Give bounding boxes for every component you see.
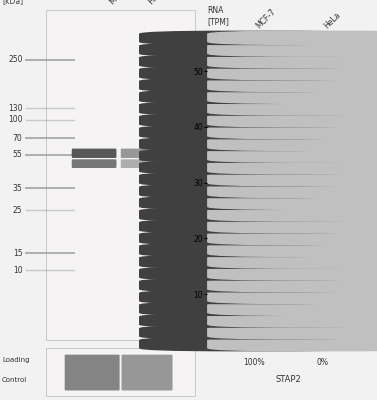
FancyBboxPatch shape <box>207 125 377 139</box>
FancyBboxPatch shape <box>207 219 377 234</box>
FancyBboxPatch shape <box>139 325 370 340</box>
FancyBboxPatch shape <box>46 10 195 340</box>
FancyBboxPatch shape <box>207 66 377 80</box>
FancyBboxPatch shape <box>207 54 377 69</box>
FancyBboxPatch shape <box>207 313 377 328</box>
FancyBboxPatch shape <box>139 207 370 222</box>
FancyBboxPatch shape <box>139 42 370 57</box>
FancyBboxPatch shape <box>207 196 377 210</box>
FancyBboxPatch shape <box>207 207 377 222</box>
FancyBboxPatch shape <box>65 355 120 390</box>
FancyBboxPatch shape <box>207 278 377 292</box>
FancyBboxPatch shape <box>139 290 370 304</box>
Text: 250: 250 <box>8 55 23 64</box>
FancyBboxPatch shape <box>139 113 370 128</box>
FancyBboxPatch shape <box>139 101 370 116</box>
Text: HeLa: HeLa <box>146 0 167 6</box>
FancyBboxPatch shape <box>139 66 370 80</box>
FancyBboxPatch shape <box>207 302 377 316</box>
FancyBboxPatch shape <box>72 159 116 168</box>
FancyBboxPatch shape <box>207 78 377 92</box>
Text: HeLa: HeLa <box>322 10 343 30</box>
Text: 35: 35 <box>13 184 23 193</box>
FancyBboxPatch shape <box>207 337 377 351</box>
FancyBboxPatch shape <box>139 172 370 186</box>
FancyBboxPatch shape <box>207 254 377 269</box>
Text: 130: 130 <box>8 104 23 113</box>
FancyBboxPatch shape <box>139 231 370 245</box>
FancyBboxPatch shape <box>207 148 377 163</box>
Text: High: High <box>85 350 103 359</box>
Text: 25: 25 <box>13 206 23 214</box>
FancyBboxPatch shape <box>207 325 377 340</box>
FancyBboxPatch shape <box>139 78 370 92</box>
Text: 10: 10 <box>13 266 23 275</box>
FancyBboxPatch shape <box>139 137 370 151</box>
Text: Low: Low <box>134 350 149 359</box>
FancyBboxPatch shape <box>139 302 370 316</box>
Text: 0%: 0% <box>316 358 328 367</box>
FancyBboxPatch shape <box>207 160 377 175</box>
FancyBboxPatch shape <box>139 31 370 45</box>
FancyBboxPatch shape <box>139 219 370 234</box>
Text: RNA
[TPM]: RNA [TPM] <box>207 6 229 26</box>
FancyBboxPatch shape <box>139 54 370 69</box>
FancyBboxPatch shape <box>207 31 377 45</box>
FancyBboxPatch shape <box>139 196 370 210</box>
Text: Control: Control <box>2 378 27 383</box>
Text: 70: 70 <box>13 134 23 143</box>
FancyBboxPatch shape <box>121 355 173 390</box>
FancyBboxPatch shape <box>207 101 377 116</box>
Text: 55: 55 <box>13 150 23 160</box>
FancyBboxPatch shape <box>72 149 116 158</box>
FancyBboxPatch shape <box>139 184 370 198</box>
FancyBboxPatch shape <box>121 149 161 158</box>
FancyBboxPatch shape <box>207 172 377 186</box>
FancyBboxPatch shape <box>139 278 370 292</box>
FancyBboxPatch shape <box>207 290 377 304</box>
FancyBboxPatch shape <box>121 159 161 168</box>
FancyBboxPatch shape <box>207 266 377 281</box>
FancyBboxPatch shape <box>207 137 377 151</box>
Text: 100: 100 <box>8 115 23 124</box>
Text: 100%: 100% <box>244 358 265 367</box>
FancyBboxPatch shape <box>139 254 370 269</box>
FancyBboxPatch shape <box>46 348 195 396</box>
FancyBboxPatch shape <box>207 231 377 245</box>
FancyBboxPatch shape <box>207 90 377 104</box>
Text: 15: 15 <box>13 249 23 258</box>
Text: Loading: Loading <box>2 357 29 363</box>
FancyBboxPatch shape <box>139 243 370 257</box>
FancyBboxPatch shape <box>139 148 370 163</box>
FancyBboxPatch shape <box>207 42 377 57</box>
FancyBboxPatch shape <box>139 266 370 281</box>
Text: STAP2: STAP2 <box>276 375 301 384</box>
Text: MCF-7: MCF-7 <box>107 0 132 6</box>
Text: [kDa]: [kDa] <box>2 0 23 5</box>
Text: MCF-7: MCF-7 <box>254 7 277 30</box>
FancyBboxPatch shape <box>207 113 377 128</box>
FancyBboxPatch shape <box>139 125 370 139</box>
FancyBboxPatch shape <box>139 90 370 104</box>
FancyBboxPatch shape <box>207 243 377 257</box>
FancyBboxPatch shape <box>207 184 377 198</box>
FancyBboxPatch shape <box>139 160 370 175</box>
FancyBboxPatch shape <box>139 337 370 351</box>
FancyBboxPatch shape <box>139 313 370 328</box>
